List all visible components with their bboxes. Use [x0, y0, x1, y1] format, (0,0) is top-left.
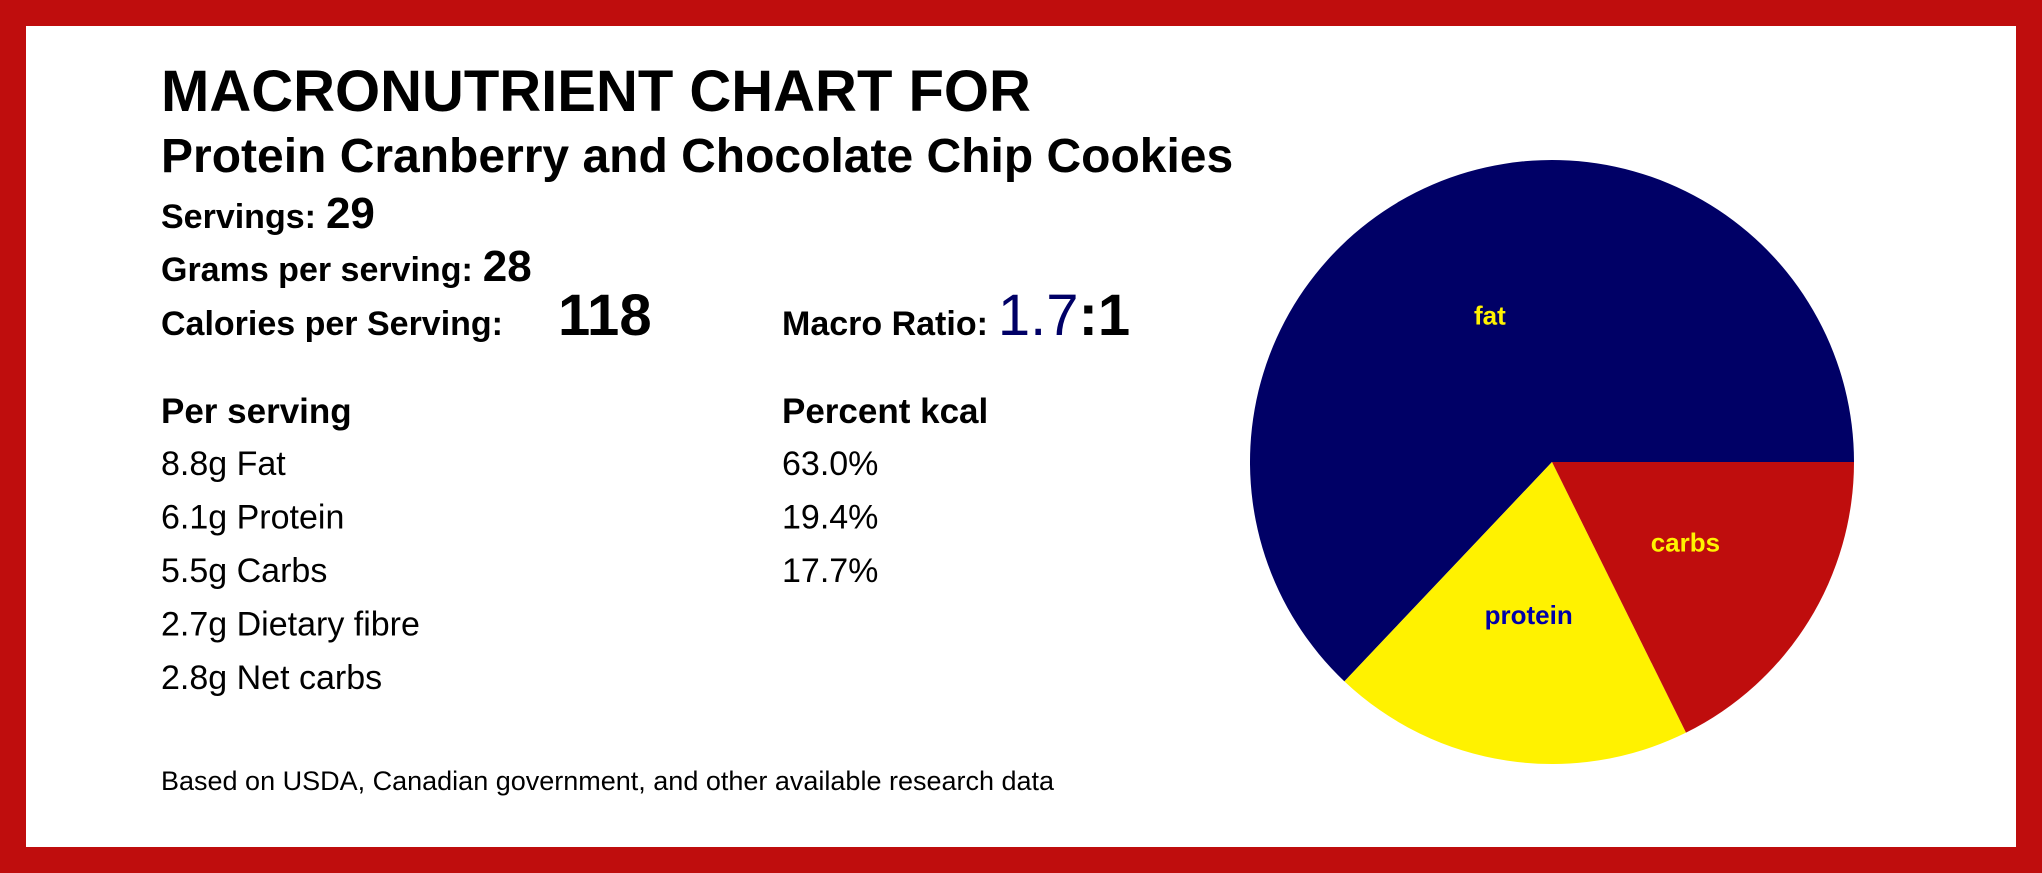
pie: fat protein carbs [1250, 160, 1854, 764]
percent-row: 63.0% [782, 445, 878, 483]
rows: 8.8g Fat 6.1g Protein 5.5g Carbs 2.7g Dieta… [161, 445, 878, 697]
nutrient-row: 6.1g Protein [161, 499, 344, 537]
value: 28 [483, 242, 532, 291]
percent-row: 17.7% [782, 552, 878, 590]
pie-slice [1552, 462, 1854, 733]
nutrient-row: 2.8g Net carbs [161, 659, 382, 697]
title: MACRONUTRIENT CHART FOR [161, 59, 1031, 124]
grams: Grams per serving: 28 [161, 242, 532, 291]
percent-row: 19.4% [782, 499, 878, 537]
slice-label: fat [1474, 301, 1506, 331]
label: Servings: [161, 198, 316, 236]
calories-label: Calories per Serving: [161, 305, 503, 343]
pie-slice [1344, 462, 1687, 764]
slice-label: carbs [1651, 528, 1720, 558]
nutrient-row: 5.5g Carbs [161, 552, 327, 590]
servings: Servings: 29 [161, 189, 375, 238]
value: 29 [326, 189, 375, 238]
nutrient-row: 2.7g Dietary fibre [161, 606, 420, 644]
label: Macro Ratio: [782, 305, 988, 343]
label: Grams per serving: [161, 251, 473, 289]
footer: Based on USDA, Canadian government, and … [161, 766, 1055, 796]
subtitle: Protein Cranberry and Chocolate Chip Coo… [161, 130, 1233, 183]
nutrient-row: 8.8g Fat [161, 445, 286, 483]
slice-label: protein [1485, 600, 1573, 630]
value: 1.7 [998, 283, 1079, 348]
per-serving-heading: Per serving [161, 392, 352, 431]
suffix: :1 [1079, 283, 1131, 348]
calories-value: 118 [558, 283, 652, 348]
pie-slice [1250, 160, 1854, 682]
percent-heading: Percent kcal [782, 392, 988, 431]
ratio: Macro Ratio: 1.7:1 [782, 283, 1130, 348]
